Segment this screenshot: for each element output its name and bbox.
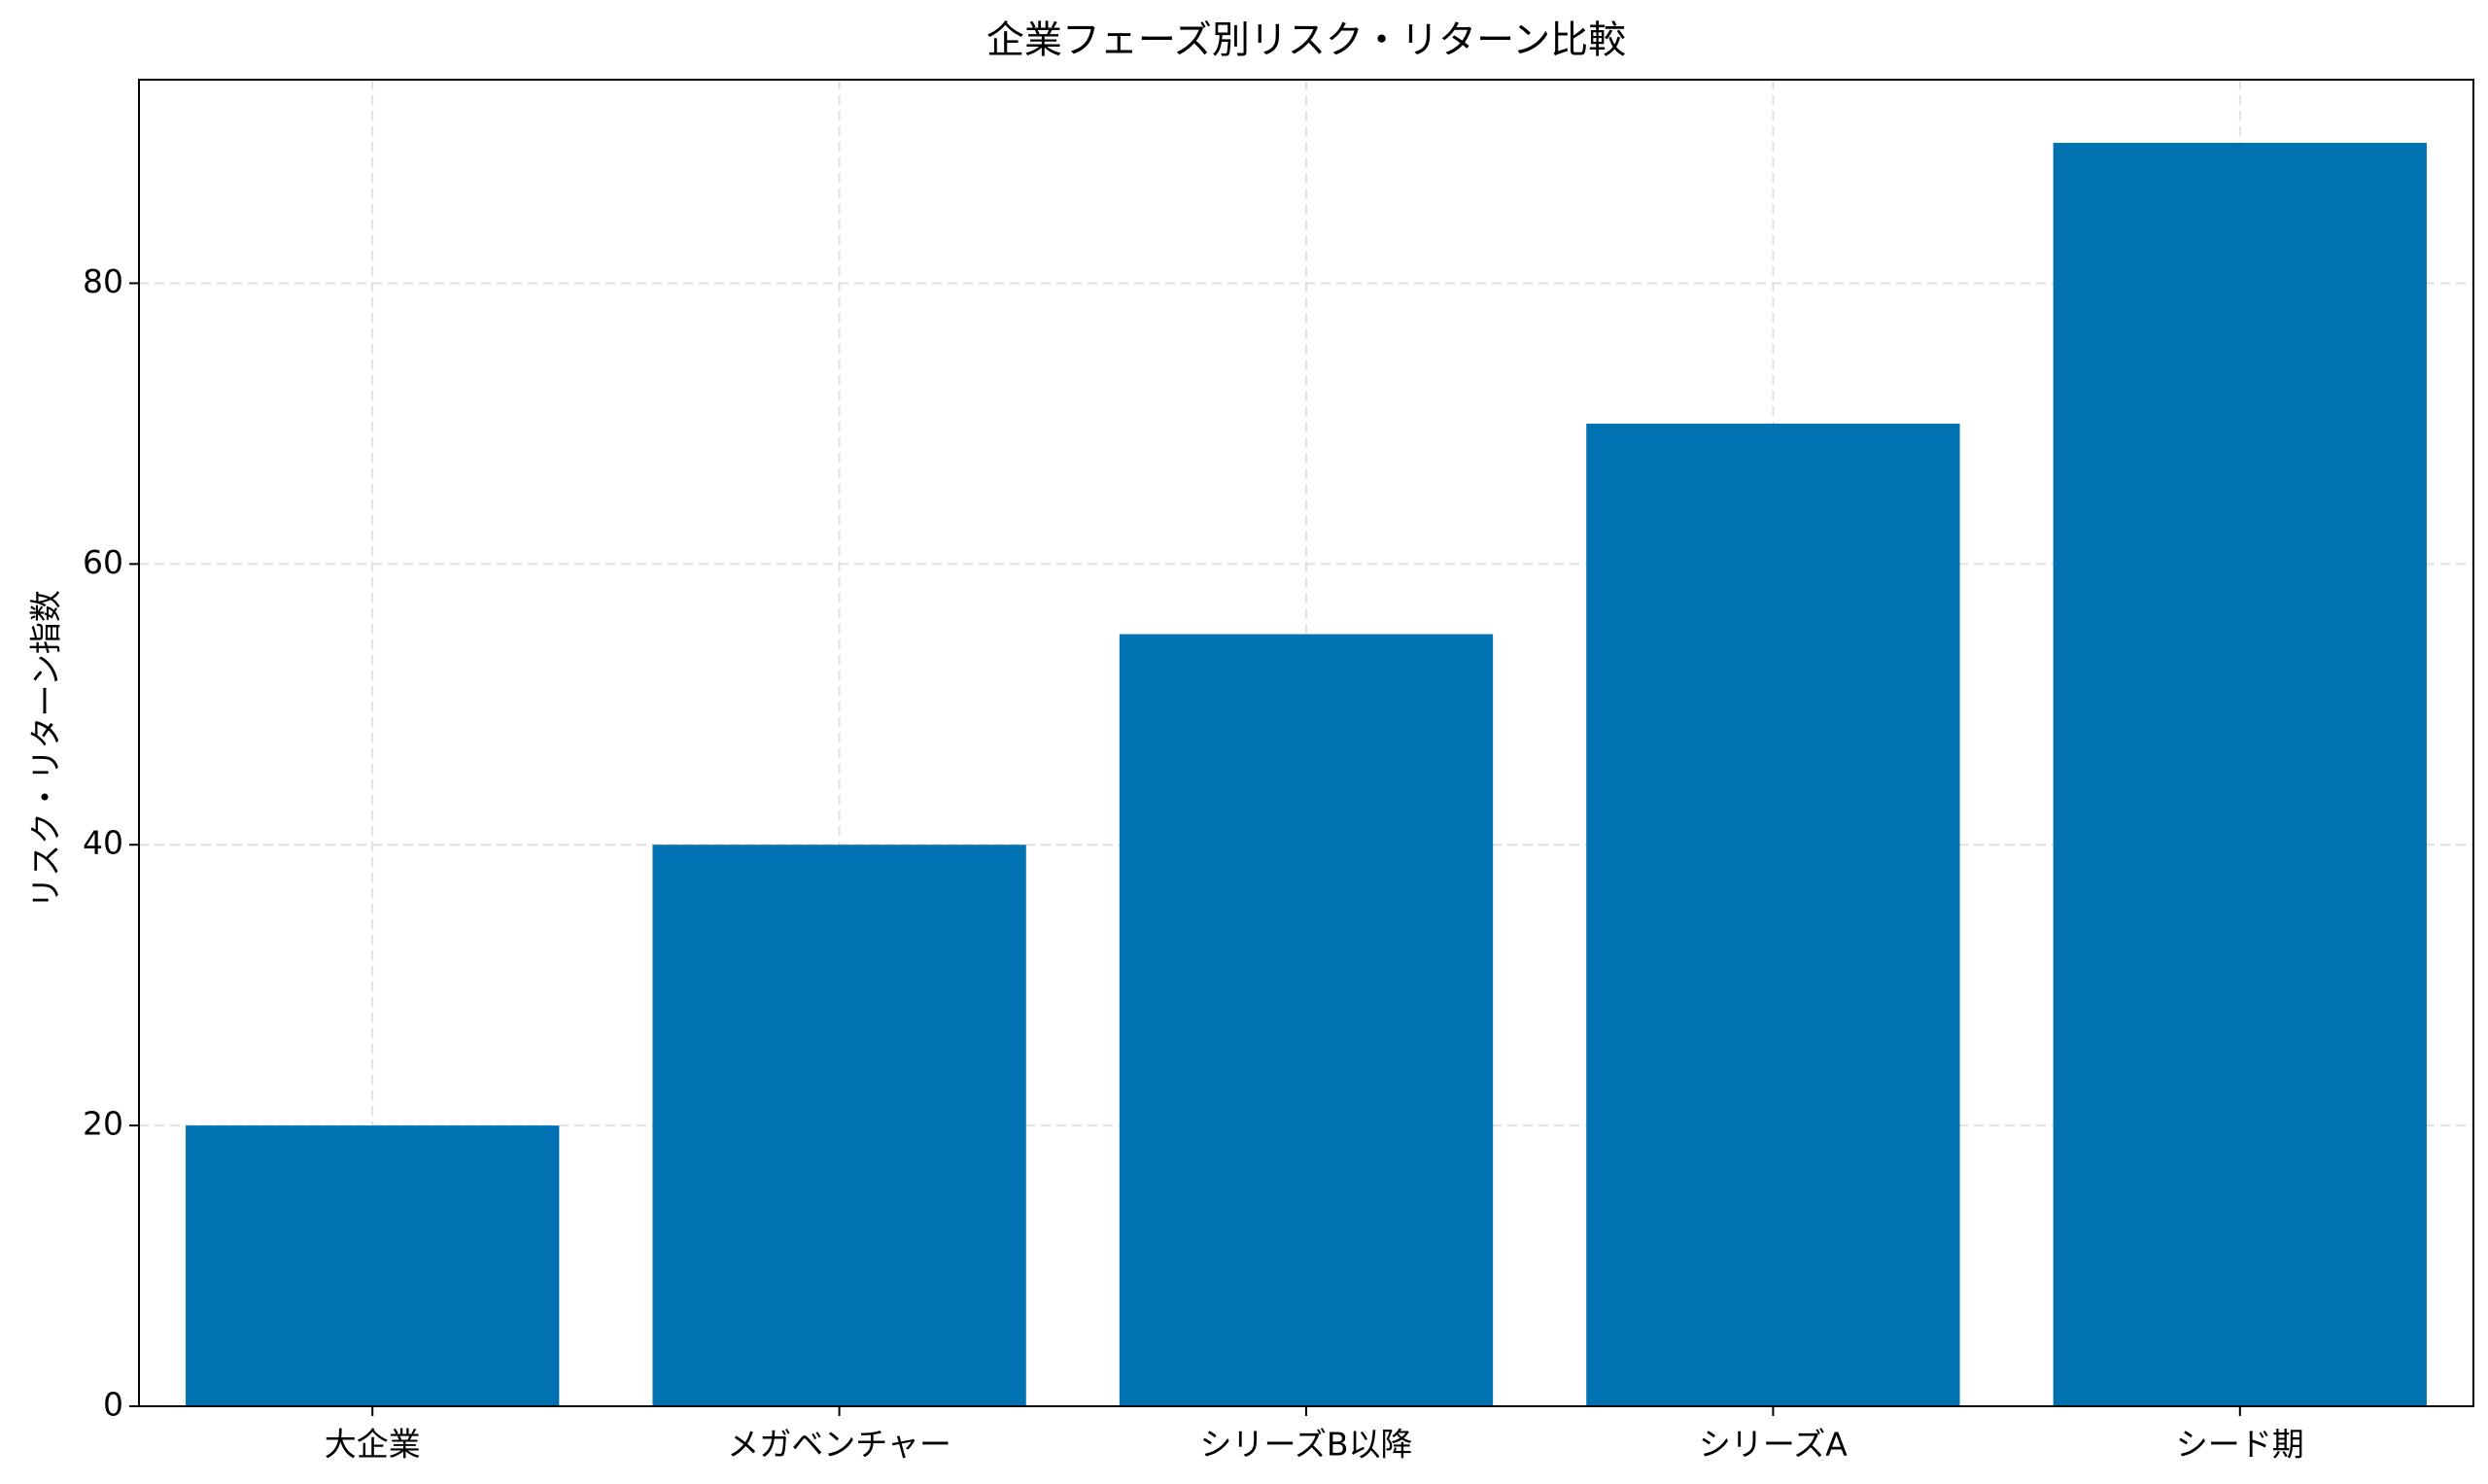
- plot-frame: [138, 79, 2474, 1407]
- x-tick-label: シリーズA: [1699, 1426, 1848, 1464]
- y-tick-label: 80: [83, 262, 123, 300]
- x-tick-label: メガベンチャー: [727, 1426, 951, 1464]
- bar: [186, 1125, 560, 1406]
- bar: [1586, 423, 1960, 1406]
- x-tick-label: シリーズB以降: [1200, 1426, 1413, 1464]
- y-axis-label: リスク・リターン指数: [27, 590, 65, 909]
- y-tick-label: 0: [103, 1386, 123, 1424]
- bar: [652, 845, 1026, 1406]
- y-tick-label: 20: [83, 1105, 123, 1143]
- chart-title: 企業フェーズ別リスク・リターン比較: [986, 19, 1626, 63]
- x-tick-label: 大企業: [325, 1426, 421, 1464]
- bar: [2053, 143, 2427, 1406]
- y-tick-label: 60: [83, 543, 123, 581]
- y-tick-label: 40: [83, 824, 123, 862]
- x-tick-label: シード期: [2176, 1426, 2304, 1464]
- bar: [1119, 634, 1494, 1406]
